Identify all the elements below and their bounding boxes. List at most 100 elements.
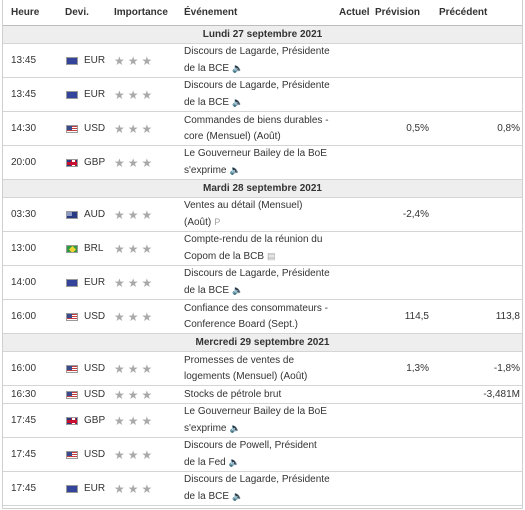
star-icon: ★ [141,387,153,402]
star-icon: ★ [127,275,139,290]
event-row[interactable]: 17:45 GBP ★ ★ ★ Le Gouverneur Bailey de la Bo… [3,404,522,438]
day-header: Mercredi 29 septembre 2021 [3,334,522,352]
event-row[interactable]: 14:00 EUR ★ ★ ★ Discours de Lagarde, Présiden… [3,266,522,300]
event-title-line2: de la BCE 🔈 [184,94,331,111]
event-previous: 0,8% [497,123,520,134]
event-title-line2-text: Copom de la BCB [184,251,265,262]
event-forecast: 1,3% [406,363,429,374]
event-currency: EUR [55,483,109,494]
event-time: 14:00 [11,277,37,288]
event-title[interactable]: Discours de Lagarde, Présidente de la BCE… [181,266,333,299]
star-icon: ★ [127,387,139,402]
event-time: 14:30 [11,123,37,134]
event-title[interactable]: Compte-rendu de la réunion du Copom de la… [181,232,333,265]
event-importance: ★ ★ ★ [109,311,181,323]
col-event-header[interactable]: Événement [184,7,238,18]
event-currency: GBP [55,157,109,168]
star-icon: ★ [114,309,125,324]
event-title[interactable]: Discours de Lagarde, Présidente de la BCE… [181,78,333,111]
event-row[interactable]: 16:30 USD ★ ★ ★ Stocks de pétrole brut -3,481M [3,386,522,404]
star-icon: ★ [127,481,139,496]
col-actual-header[interactable]: Actuel [339,7,370,18]
event-currency: GBP [55,415,109,426]
event-title[interactable]: Discours de Lagarde, Présidente de la BCE… [181,472,333,505]
event-time: 16:30 [11,389,37,400]
event-title-line2: Copom de la BCB ▤ [184,248,331,265]
event-title[interactable]: Ventes au détail (Mensuel) (Août) P [181,198,333,231]
event-row[interactable]: 17:45 USD ★ ★ ★ Discours de Powell, Président… [3,438,522,472]
speaker-icon: 🔈 [232,97,244,107]
event-currency: USD [55,311,109,322]
event-title[interactable]: Stocks de pétrole brut [181,387,333,403]
event-title-line2: core (Mensuel) (Août) [184,129,331,145]
event-title-line2: s'exprime 🔈 [184,420,331,437]
eu-flag-icon [66,56,78,65]
star-icon: ★ [114,121,125,136]
au-flag-icon [66,210,78,219]
preliminary-icon: P [214,217,221,227]
event-row[interactable]: 13:00 BRL ★ ★ ★ Compte-rendu de la réunion du… [3,232,522,266]
event-importance: ★ ★ ★ [109,243,181,255]
event-currency: EUR [55,55,109,66]
event-currency: EUR [55,277,109,288]
event-title[interactable]: Confiance des consommateurs - Conference … [181,301,333,333]
star-icon: ★ [114,53,125,68]
event-title[interactable]: Commandes de biens durables - core (Mensu… [181,113,333,145]
event-title-line2-text: logements (Mensuel) (Août) [184,370,308,382]
event-forecast: 0,5% [406,123,429,134]
star-icon: ★ [114,155,125,170]
star-icon: ★ [127,121,139,136]
event-importance: ★ ★ ★ [109,209,181,221]
star-icon: ★ [141,275,153,290]
event-forecast: 114,5 [404,311,429,322]
event-title-line1: Commandes de biens durables - [184,114,329,126]
currency-code: AUD [84,209,106,220]
event-title-line2-text: s'exprime [184,423,227,434]
star-icon: ★ [114,87,125,102]
event-time: 13:45 [11,89,37,100]
star-icon: ★ [127,87,139,102]
event-importance: ★ ★ ★ [109,157,181,169]
col-time-header[interactable]: Heure [11,7,40,18]
calendar-body: Lundi 27 septembre 2021 13:45 EUR ★ ★ ★ Discou… [3,26,522,506]
event-previous: -3,481M [483,389,520,400]
col-forecast-header[interactable]: Prévision [375,7,421,18]
event-title-line2-text: core (Mensuel) (Août) [184,130,281,142]
event-row[interactable]: 16:00 USD ★ ★ ★ Promesses de ventes de logemen… [3,352,522,386]
event-title[interactable]: Discours de Lagarde, Présidente de la BCE… [181,44,333,77]
event-title-line2: logements (Mensuel) (Août) [184,369,331,385]
event-time: 13:00 [11,243,37,254]
event-row[interactable]: 13:45 EUR ★ ★ ★ Discours de Lagarde, Présiden… [3,44,522,78]
event-title-line2: de la Fed 🔈 [184,454,331,471]
event-title-line2-text: de la BCE [184,63,230,74]
star-icon: ★ [127,361,139,376]
eu-flag-icon [66,90,78,99]
event-row[interactable]: 17:45 EUR ★ ★ ★ Discours de Lagarde, Présiden… [3,472,522,506]
event-row[interactable]: 16:00 USD ★ ★ ★ Confiance des consommateurs -… [3,300,522,334]
gb-flag-icon [66,158,78,167]
star-icon: ★ [127,241,139,256]
event-row[interactable]: 20:00 GBP ★ ★ ★ Le Gouverneur Bailey de la Bo… [3,146,522,180]
us-flag-icon [66,364,78,373]
event-row[interactable]: 13:45 EUR ★ ★ ★ Discours de Lagarde, Présiden… [3,78,522,112]
event-title-line2: Conference Board (Sept.) [184,317,331,333]
event-importance: ★ ★ ★ [109,449,181,461]
event-row[interactable]: 14:30 USD ★ ★ ★ Commandes de biens durables -… [3,112,522,146]
event-forecast: -2,4% [402,209,429,220]
col-currency-header[interactable]: Devi. [65,7,89,18]
col-previous-header[interactable]: Précédent [439,7,488,18]
event-previous: -1,8% [493,363,520,374]
col-importance-header[interactable]: Importance [114,7,168,18]
star-icon: ★ [114,207,125,222]
event-title[interactable]: Le Gouverneur Bailey de la BoE s'exprime 🔈 [181,146,333,179]
star-icon: ★ [114,481,125,496]
event-title-line2: (Août) P [184,214,331,231]
event-time: 03:30 [11,209,37,220]
star-icon: ★ [127,155,139,170]
event-title[interactable]: Discours de Powell, Président de la Fed 🔈 [181,438,333,471]
event-title[interactable]: Le Gouverneur Bailey de la BoE s'exprime 🔈 [181,404,333,437]
event-row[interactable]: 03:30 AUD ★ ★ ★ Ventes au détail (Mensuel) (Ao… [3,198,522,232]
us-flag-icon [66,312,78,321]
event-title[interactable]: Promesses de ventes de logements (Mensuel… [181,353,333,385]
